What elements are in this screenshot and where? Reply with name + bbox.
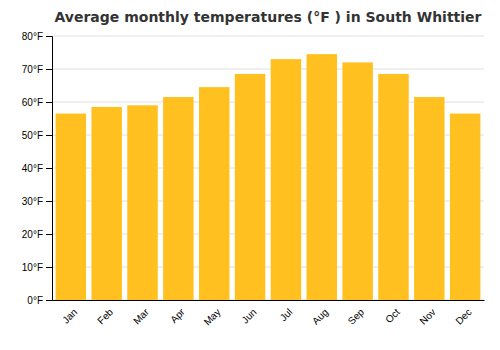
bar	[91, 107, 121, 300]
chart-container: 0°F 10°F 20°F 30°F 40°F 50°F 60°F 70°F 80°F Jan Fe…	[0, 0, 500, 350]
y-tick-mark	[46, 135, 52, 136]
bar	[235, 74, 265, 300]
y-tick: 10°F	[22, 262, 52, 273]
x-tick: Mar	[131, 306, 151, 326]
grid	[52, 36, 484, 300]
y-tick: 0°F	[27, 295, 52, 306]
y-tick: 20°F	[22, 229, 52, 240]
y-tick: 30°F	[22, 196, 52, 207]
x-tick-label: Oct	[383, 306, 402, 325]
bar	[307, 54, 337, 300]
x-tick-label: Mar	[131, 306, 151, 326]
y-tick-mark	[46, 300, 52, 301]
bar	[127, 105, 157, 300]
y-tick-mark	[46, 201, 52, 202]
bar	[199, 87, 229, 300]
y-axis: 0°F 10°F 20°F 30°F 40°F 50°F 60°F 70°F 80°F	[22, 31, 53, 306]
y-tick-mark	[46, 168, 52, 169]
x-tick-label: Aug	[310, 306, 330, 326]
bars	[56, 54, 481, 300]
grid-line	[52, 36, 484, 37]
y-tick-label: 10°F	[22, 262, 43, 273]
plot-area: 0°F 10°F 20°F 30°F 40°F 50°F 60°F 70°F 80°F Jan Fe…	[22, 31, 485, 328]
y-tick-label: 50°F	[22, 130, 43, 141]
y-tick-mark	[46, 69, 52, 70]
y-tick: 50°F	[22, 130, 52, 141]
chart-title: Average monthly temperatures (°F ) in So…	[55, 9, 482, 25]
y-tick-label: 70°F	[22, 64, 43, 75]
x-tick-label: Jul	[278, 306, 295, 323]
x-axis: Jan Feb Mar Apr May Jun Jul Aug Sep Oct Nov Dec	[53, 301, 485, 328]
x-tick: Nov	[417, 306, 437, 326]
bar	[163, 97, 193, 300]
x-tick-label: Dec	[453, 306, 473, 326]
bar	[414, 97, 444, 300]
x-tick: Dec	[453, 306, 473, 326]
y-tick: 70°F	[22, 64, 52, 75]
x-axis-line	[53, 300, 485, 301]
y-tick-label: 30°F	[22, 196, 43, 207]
x-tick-label: Jun	[239, 306, 258, 325]
y-tick-mark	[46, 267, 52, 268]
y-tick-label: 60°F	[22, 97, 43, 108]
x-tick-label: May	[202, 306, 223, 327]
x-tick: May	[202, 306, 223, 327]
bar	[378, 74, 408, 300]
y-tick-mark	[46, 36, 52, 37]
x-tick: Jun	[239, 306, 258, 325]
y-tick-label: 20°F	[22, 229, 43, 240]
y-tick: 80°F	[22, 31, 52, 42]
y-tick-label: 80°F	[22, 31, 43, 42]
bar	[450, 114, 480, 300]
x-tick: Jan	[60, 306, 79, 325]
x-tick-label: Jan	[60, 306, 79, 325]
x-tick: Oct	[383, 306, 402, 325]
y-tick-mark	[46, 234, 52, 235]
y-tick-label: 40°F	[22, 163, 43, 174]
y-tick: 60°F	[22, 97, 52, 108]
y-tick: 40°F	[22, 163, 52, 174]
y-axis-line	[46, 37, 53, 301]
bar	[56, 114, 86, 300]
bar	[271, 59, 301, 300]
bar	[342, 62, 372, 300]
x-tick-label: Feb	[95, 306, 115, 326]
x-tick-label: Sep	[346, 306, 367, 327]
grid-line	[52, 69, 484, 70]
x-tick: Sep	[346, 306, 367, 327]
x-tick: Aug	[310, 306, 330, 326]
x-tick: Feb	[95, 306, 115, 326]
x-tick-label: Nov	[417, 306, 437, 326]
x-tick: Apr	[168, 306, 187, 325]
y-tick-mark	[46, 102, 52, 103]
x-tick-label: Apr	[168, 306, 187, 325]
y-tick-label: 0°F	[27, 295, 43, 306]
chart-svg: 0°F 10°F 20°F 30°F 40°F 50°F 60°F 70°F 80°F Jan Fe…	[0, 0, 500, 350]
x-tick: Jul	[278, 306, 295, 323]
